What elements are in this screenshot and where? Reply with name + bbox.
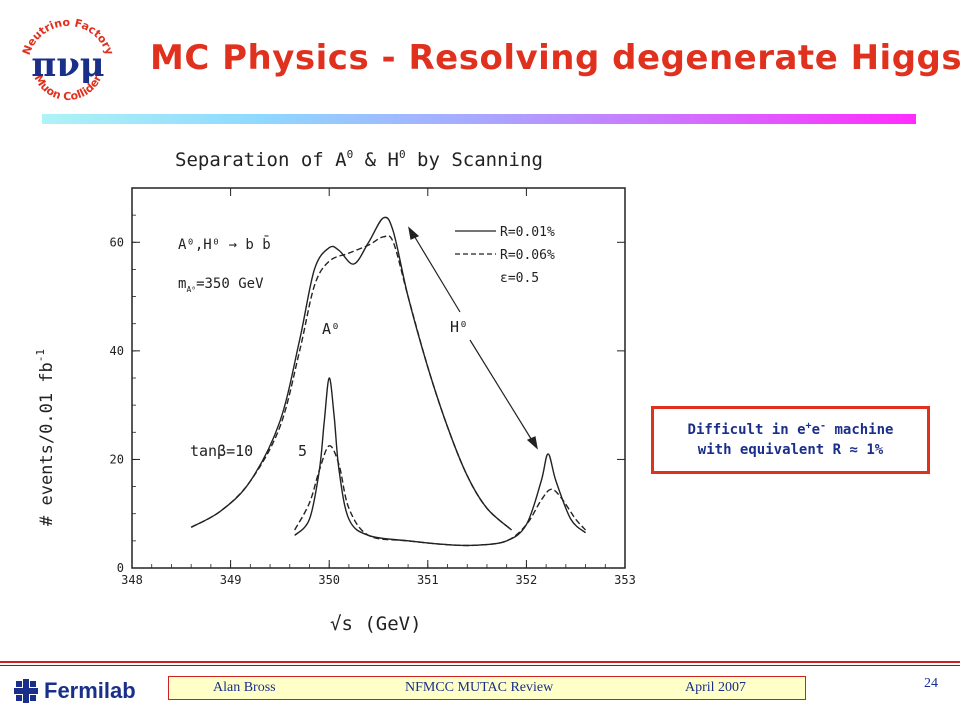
footer-rule <box>0 661 960 663</box>
x-tick-label: 350 <box>318 573 340 587</box>
plot-peak-a-label: A⁰ <box>322 320 340 338</box>
y-tick-label: 60 <box>110 235 124 249</box>
fermilab-brand-text: Fermilab <box>44 678 136 703</box>
footer-event: NFMCC MUTAC Review <box>405 680 554 695</box>
x-tick-label: 353 <box>614 573 636 587</box>
svg-text:# events/0.01 fb-1: # events/0.01 fb-1 <box>34 349 57 526</box>
footer-info-box: Alan Bross NFMCC MUTAC Review April 2007 <box>168 676 806 700</box>
page-number: 24 <box>924 676 938 691</box>
x-tick-label: 348 <box>121 573 143 587</box>
callout-line-2: with equivalent R ≈ 1% <box>697 442 884 458</box>
y-tick-label: 40 <box>110 344 124 358</box>
neutrino-factory-muon-collider-logo: Neutrino Factory Muon Collider πνμ <box>20 16 116 103</box>
plot-tanb-label: tanβ=10 <box>190 442 253 460</box>
plot-curves <box>190 216 587 547</box>
plot-mass-value: =350 GeV <box>196 276 264 292</box>
y-tick-label: 0 <box>117 561 124 575</box>
legend-entry-epsilon: ε=0.5 <box>500 271 539 286</box>
callout-line-1: Difficult in e+e- machine <box>687 420 894 438</box>
legend-entry-solid: R=0.01% <box>500 225 555 240</box>
plot-title: Separation of A <box>175 149 347 171</box>
plot-title-mid: & H <box>353 149 399 171</box>
svg-text:Separation of A0 & H0 by Scann: Separation of A0 & H0 by Scanning <box>175 148 543 171</box>
footer-date: April 2007 <box>685 680 747 695</box>
page-title: MC Physics - Resolving degenerate Higgs <box>150 38 960 78</box>
x-tick-label: 349 <box>220 573 242 587</box>
plot-tanb-alt-label: 5 <box>298 442 307 460</box>
series-line-2 <box>294 377 587 547</box>
legend-entry-dashed: R=0.06% <box>500 248 555 263</box>
fermilab-mark-icon <box>14 679 38 703</box>
title-gradient-rule <box>42 114 916 124</box>
h0-arrows <box>408 226 538 450</box>
x-tick-label: 351 <box>417 573 439 587</box>
fermilab-logo: Fermilab <box>14 678 136 704</box>
plot-peak-h-label: H⁰ <box>450 318 468 336</box>
plot-process: A⁰,H⁰ → b b̄ <box>178 235 271 253</box>
series-line-1 <box>190 234 513 531</box>
callout-note: Difficult in e+e- machine with equivalen… <box>651 406 930 474</box>
svg-text:mA⁰=350 GeV: mA⁰=350 GeV <box>178 276 264 294</box>
plot-ylabel: # events/0.01 fb <box>37 362 57 526</box>
plot-ticks: 348 349 350 351 352 353 0 20 40 60 <box>110 187 636 587</box>
plot-ylabel-sup: -1 <box>34 349 47 362</box>
y-tick-label: 20 <box>110 452 124 466</box>
series-line-3 <box>294 445 587 547</box>
plot-title-end: by Scanning <box>406 149 543 171</box>
series-line-0 <box>190 216 513 531</box>
scan-plot: Separation of A0 & H0 by Scanning # even… <box>34 148 636 635</box>
plot-mass-label: m <box>178 276 186 292</box>
logo-symbols: πνμ <box>31 45 104 85</box>
plot-xlabel: √s (GeV) <box>330 613 422 635</box>
x-tick-label: 352 <box>516 573 538 587</box>
footer-author: Alan Bross <box>213 680 276 695</box>
footer-rule-secondary <box>0 665 960 666</box>
